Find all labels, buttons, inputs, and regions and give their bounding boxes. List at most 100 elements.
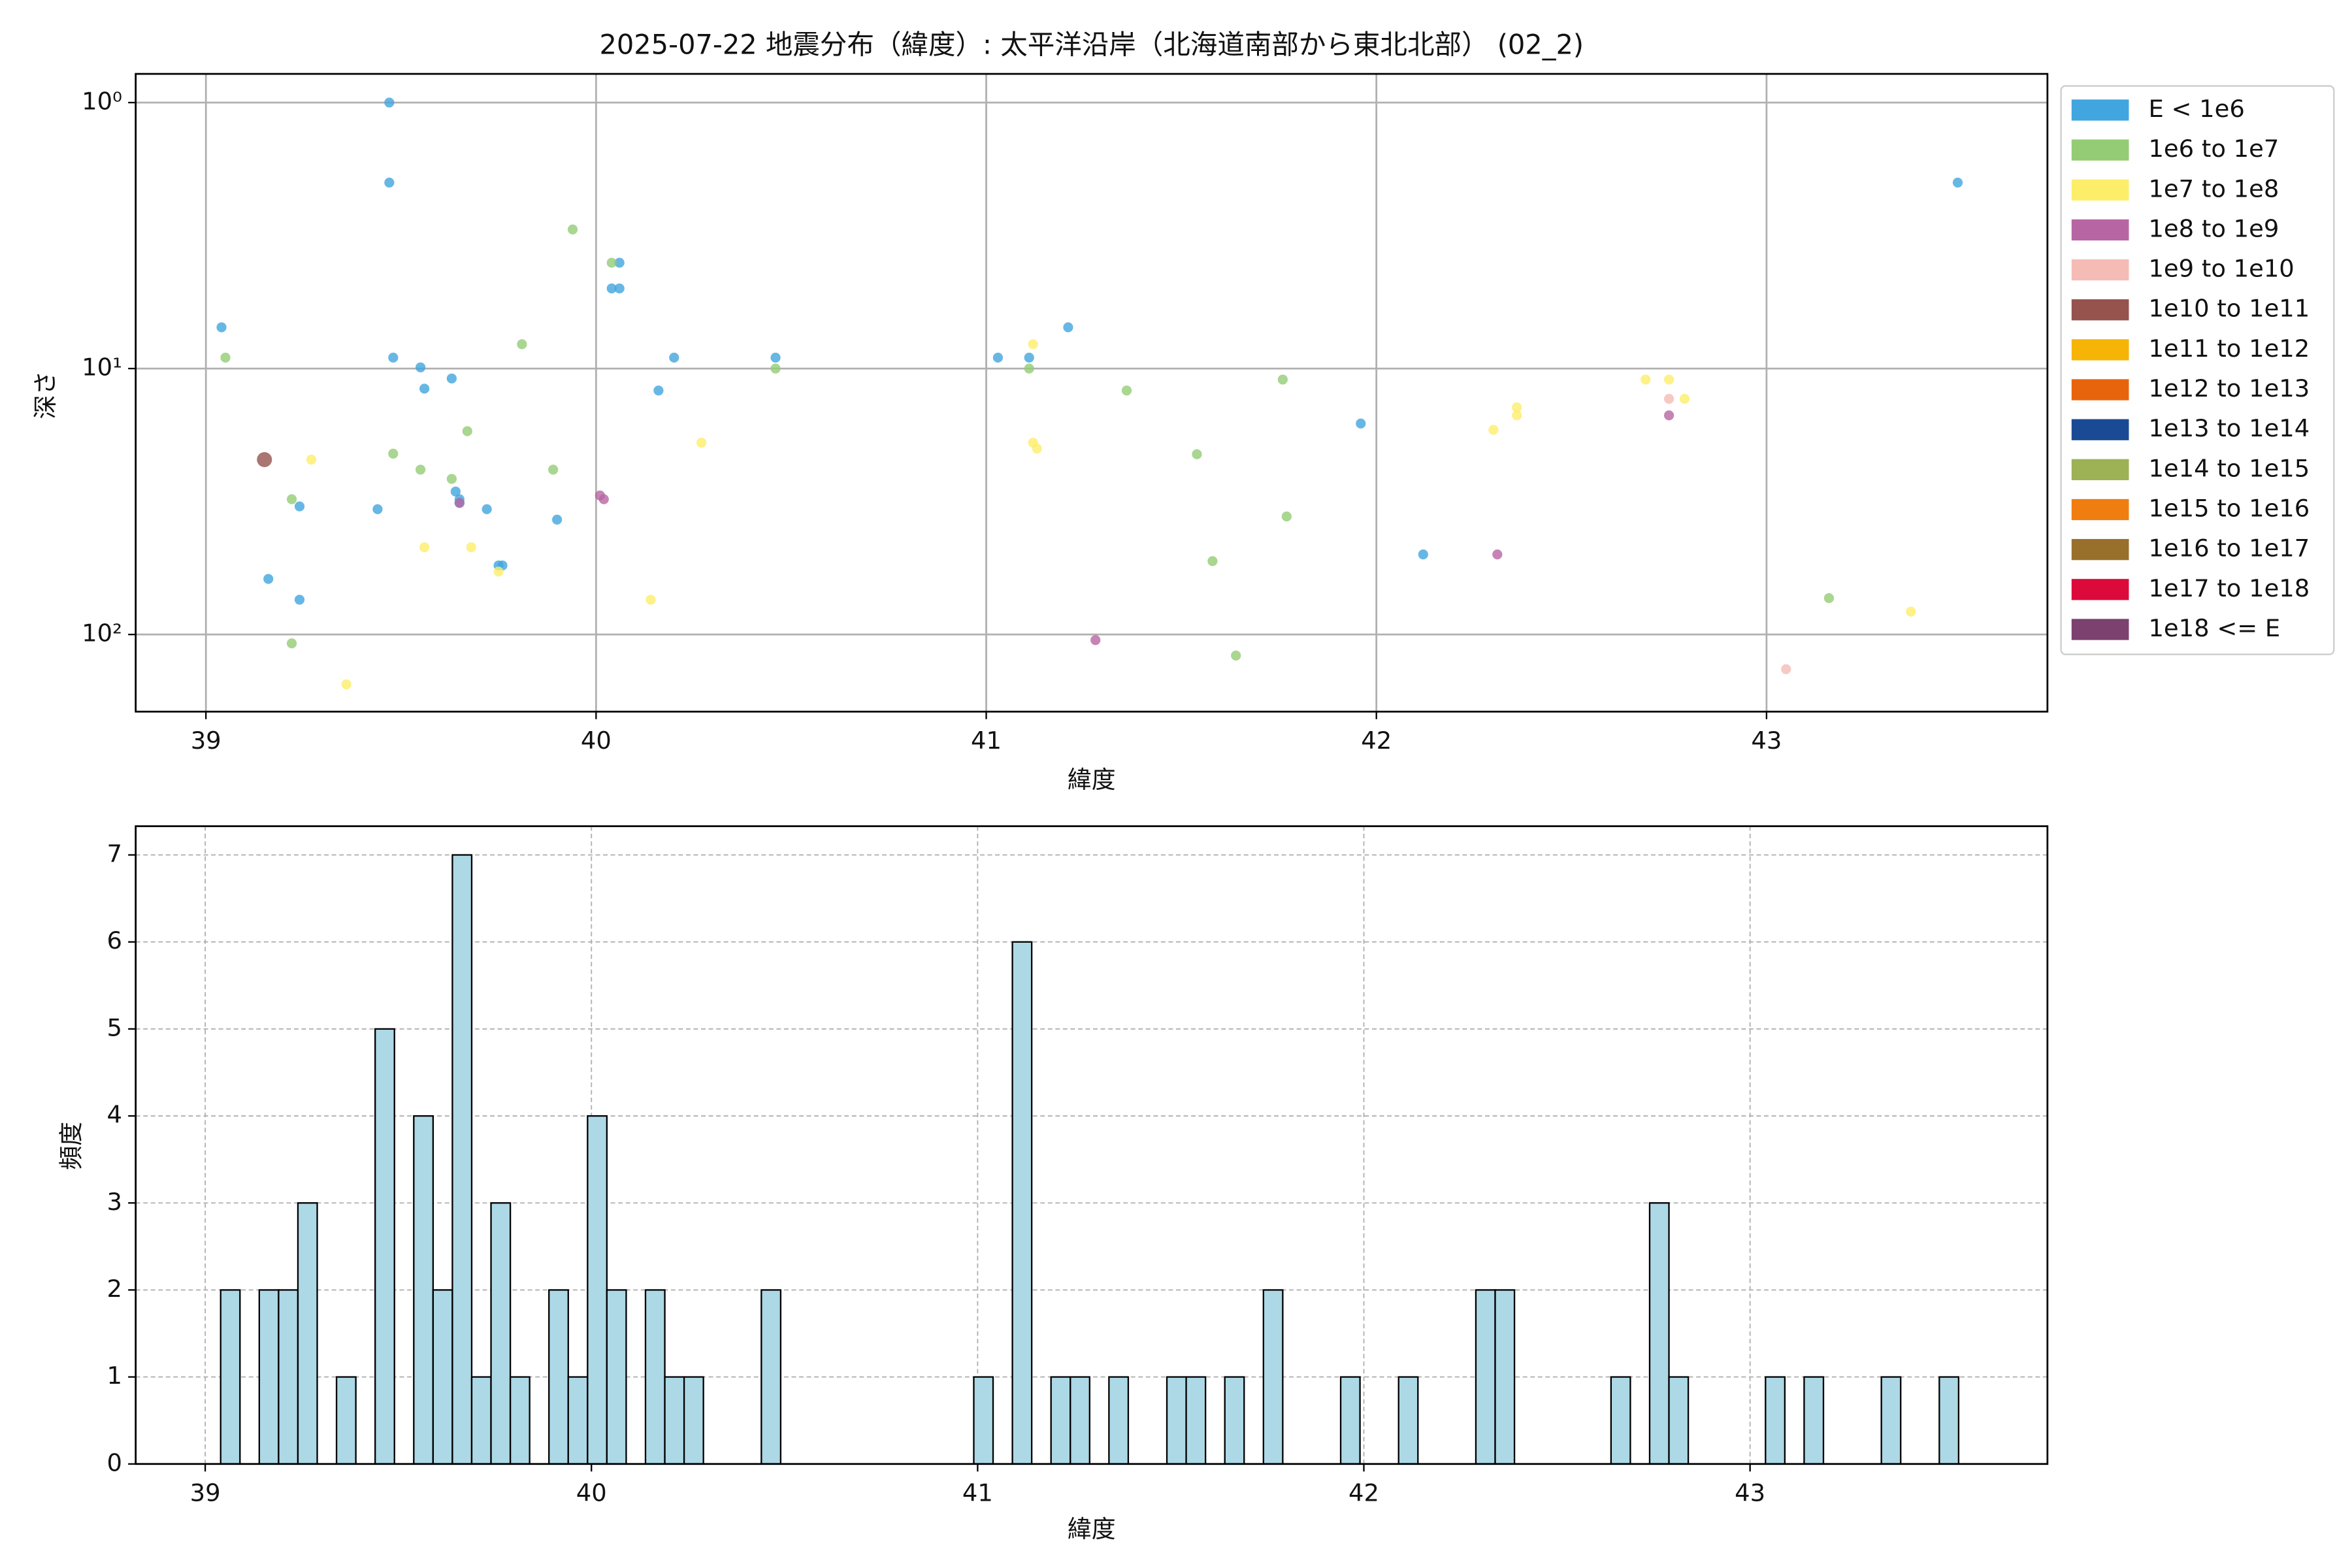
- x-axis-label: 緯度: [1068, 1515, 1116, 1543]
- histogram-bar: [278, 1289, 299, 1465]
- data-point: [294, 501, 305, 512]
- data-point: [1024, 352, 1034, 363]
- legend-label: 1e14 to 1e15: [2148, 454, 2310, 482]
- data-point: [1492, 549, 1503, 560]
- x-tick-label: 42: [1348, 1478, 1379, 1507]
- histogram-bar: [432, 1289, 453, 1465]
- histogram-bar: [606, 1289, 627, 1465]
- data-point: [462, 426, 472, 436]
- data-point: [669, 352, 679, 363]
- data-point: [294, 595, 305, 605]
- legend-label: 1e11 to 1e12: [2148, 335, 2310, 363]
- histogram-bar: [1339, 1376, 1361, 1465]
- histogram-bar: [1938, 1376, 1960, 1465]
- data-point: [1663, 393, 1674, 404]
- data-point: [446, 474, 457, 484]
- histogram-bar: [567, 1376, 589, 1465]
- legend-label: 1e16 to 1e17: [2148, 534, 2310, 563]
- data-point: [1090, 635, 1101, 645]
- legend-swatch: [2071, 259, 2129, 281]
- histogram-bar: [413, 1115, 434, 1465]
- data-point: [388, 352, 399, 363]
- histogram-bar: [548, 1289, 569, 1465]
- histogram-bar: [1475, 1289, 1496, 1465]
- frame: [135, 825, 2049, 1465]
- histogram-bar: [1397, 1376, 1419, 1465]
- data-point: [1679, 393, 1690, 404]
- data-point: [466, 542, 476, 553]
- legend-swatch: [2071, 619, 2129, 640]
- data-point: [1418, 549, 1428, 560]
- histogram-bar: [1185, 1376, 1207, 1465]
- data-point: [341, 679, 351, 690]
- legend-swatch: [2071, 299, 2129, 321]
- histogram-bar: [335, 1376, 357, 1465]
- histogram-bar: [1648, 1202, 1670, 1465]
- legend-label: 1e10 to 1e11: [2148, 295, 2310, 323]
- legend-swatch: [2071, 539, 2129, 561]
- legend-swatch: [2071, 179, 2129, 201]
- legend-label: 1e9 to 1e10: [2148, 255, 2294, 283]
- y-tick-label: 4: [106, 1101, 122, 1129]
- legend-swatch: [2071, 339, 2129, 361]
- data-point: [1663, 410, 1674, 421]
- y-tick-label: 5: [106, 1013, 122, 1041]
- y-axis-label: 頻度: [57, 1122, 85, 1170]
- legend-swatch: [2071, 379, 2129, 400]
- data-point: [1231, 650, 1241, 661]
- data-point: [482, 504, 492, 515]
- histogram-bar: [587, 1115, 608, 1465]
- frame: [135, 73, 2049, 713]
- data-point: [1032, 444, 1042, 454]
- data-point: [286, 494, 297, 504]
- data-point: [1641, 374, 1651, 385]
- histogram-bar: [509, 1376, 531, 1465]
- legend-swatch: [2071, 459, 2129, 480]
- data-point: [614, 283, 625, 294]
- histogram-bar: [1880, 1376, 1902, 1465]
- legend-label: 1e8 to 1e9: [2148, 214, 2279, 242]
- data-point: [517, 339, 527, 350]
- data-point: [567, 224, 578, 235]
- data-point: [1121, 385, 1132, 396]
- x-tick-label: 40: [576, 1478, 607, 1507]
- histogram-bar: [220, 1289, 241, 1465]
- data-point: [1063, 322, 1073, 333]
- histogram-bar: [1224, 1376, 1245, 1465]
- x-tick-label: 43: [1735, 1478, 1765, 1507]
- data-point: [306, 454, 317, 465]
- legend-swatch: [2071, 219, 2129, 241]
- x-tick-label: 42: [1361, 727, 1392, 755]
- data-point: [446, 373, 457, 384]
- histogram-bar: [1668, 1376, 1690, 1465]
- data-point: [1192, 449, 1202, 459]
- y-tick-label: 10¹: [82, 353, 122, 382]
- legend-swatch: [2071, 579, 2129, 600]
- data-point: [1906, 606, 1916, 617]
- legend-box: [2060, 85, 2335, 655]
- histogram-bar: [1166, 1376, 1187, 1465]
- histogram-bar: [1050, 1376, 1071, 1465]
- data-point: [450, 486, 461, 497]
- x-tick-label: 41: [971, 727, 1002, 755]
- histogram-bar: [644, 1289, 666, 1465]
- legend-swatch: [2071, 498, 2129, 521]
- data-point: [770, 352, 781, 363]
- chart-title: 2025-07-22 地震分布（緯度）: 太平洋沿岸（北海道南部から東北北部） …: [599, 29, 1584, 61]
- y-tick-label: 0: [106, 1448, 122, 1477]
- data-point: [419, 384, 430, 394]
- histogram-bar: [374, 1028, 395, 1465]
- data-point: [1356, 418, 1366, 429]
- histogram-bar: [664, 1376, 685, 1465]
- data-point: [606, 257, 617, 268]
- histogram-bar: [760, 1289, 782, 1465]
- histogram-bar: [258, 1289, 280, 1465]
- histogram-bar: [1765, 1376, 1786, 1465]
- data-point: [257, 451, 272, 468]
- data-point: [372, 504, 383, 515]
- histogram-bar: [1108, 1376, 1130, 1465]
- y-tick-label: 10⁰: [82, 88, 122, 116]
- y-tick-label: 2: [106, 1275, 122, 1303]
